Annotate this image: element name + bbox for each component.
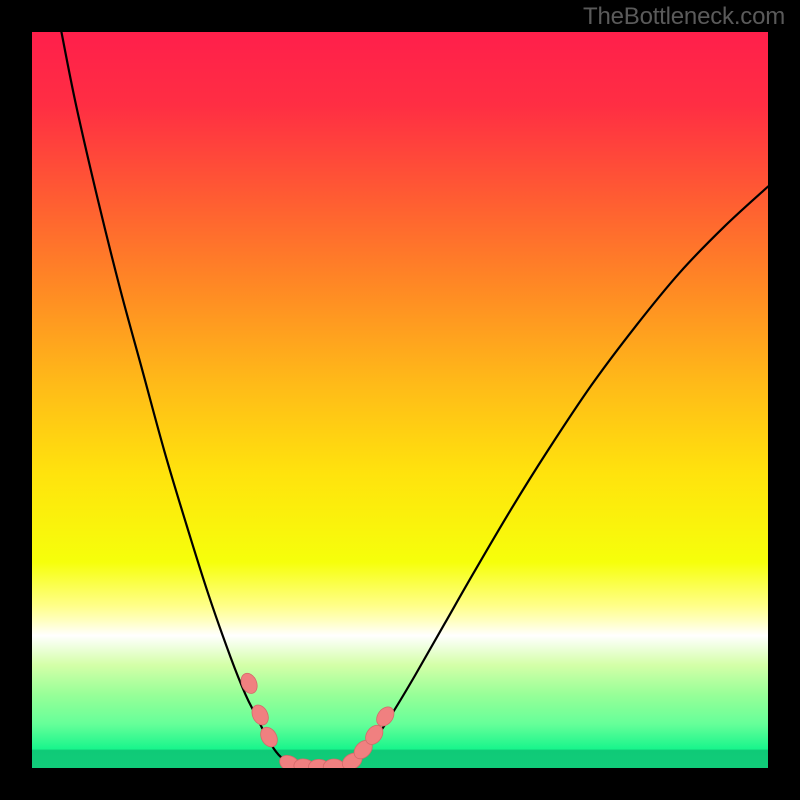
watermark-text: TheBottleneck.com <box>583 3 785 31</box>
bottleneck-curve-plot <box>32 32 768 768</box>
chart-frame: TheBottleneck.com <box>0 0 800 800</box>
gradient-background <box>32 32 768 768</box>
